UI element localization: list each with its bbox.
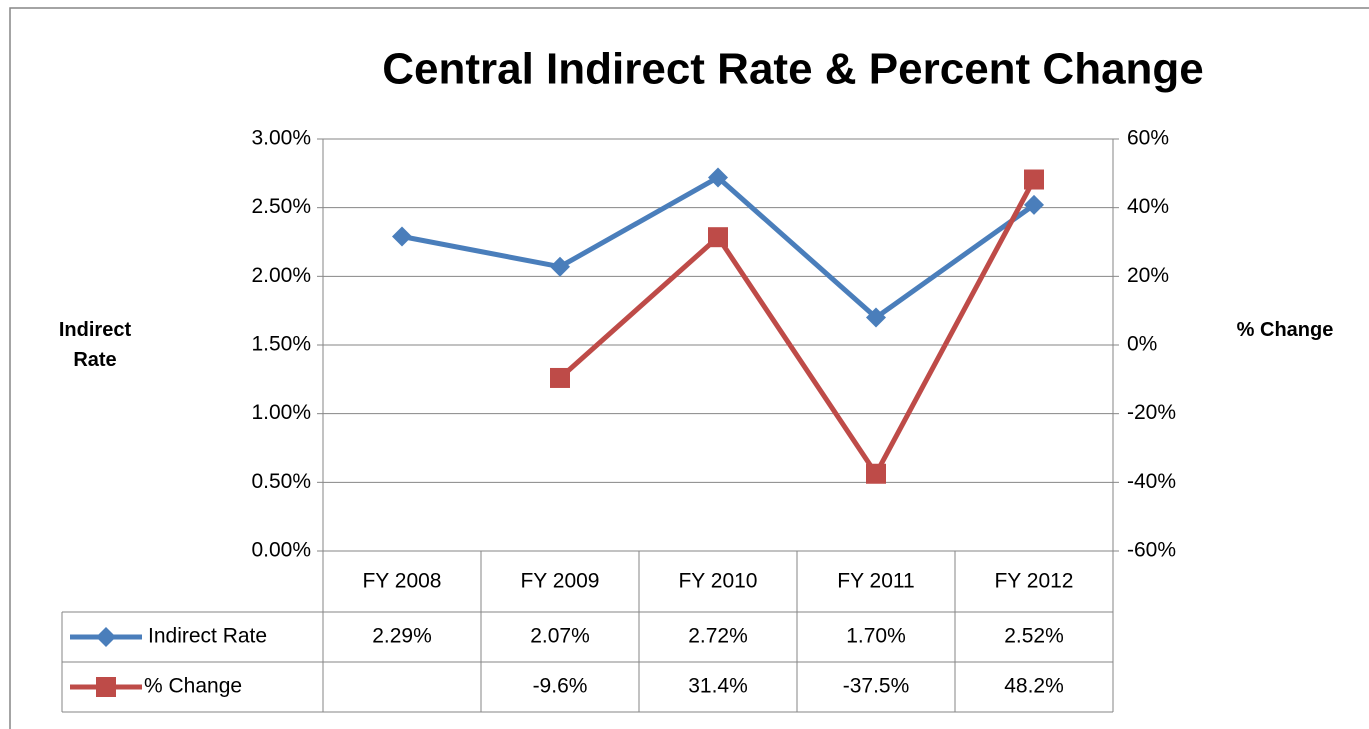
y2-tick-label: -20%: [1127, 401, 1176, 424]
y-tick-label: 0.50%: [251, 470, 311, 493]
y2-tick-label: 40%: [1127, 195, 1169, 218]
data-point: [1024, 169, 1044, 190]
series-line: [401, 174, 1036, 321]
x-tick-label: FY 2012: [994, 570, 1073, 593]
data-point: [550, 367, 570, 388]
y-tick-label: 2.00%: [251, 264, 311, 287]
y2-tick-label: 60%: [1127, 127, 1169, 150]
chart-title: Central Indirect Rate & Percent Change: [382, 45, 1204, 94]
table-value: 2.07%: [530, 625, 590, 648]
data-point: [866, 463, 886, 484]
series-line: [558, 178, 1037, 477]
y2-axis-title: % Change: [1236, 319, 1334, 341]
table-value: -37.5%: [843, 675, 910, 698]
y-tick-label: 0.00%: [251, 539, 311, 562]
data-point: [866, 307, 886, 328]
y-axis-title: Indirect Rate: [58, 319, 132, 371]
y-tick-label: 3.00%: [251, 127, 311, 150]
legend-marker: [96, 677, 116, 697]
table-value: -9.6%: [533, 675, 588, 698]
data-point: [708, 227, 728, 248]
x-tick-label: FY 2011: [837, 570, 914, 593]
table-value: 2.52%: [1004, 625, 1064, 648]
chart-frame: [9, 7, 1369, 729]
legend-marker: [96, 627, 116, 647]
table-value: 1.70%: [846, 625, 906, 648]
data-point: [1024, 194, 1044, 215]
y-tick-label: 2.50%: [251, 195, 311, 218]
x-tick-label: FY 2009: [520, 570, 599, 593]
data-point: [392, 226, 412, 247]
legend-label: % Change: [144, 675, 242, 698]
data-point: [708, 167, 728, 188]
y2-tick-label: 0%: [1127, 333, 1157, 356]
table-value: 2.72%: [688, 625, 748, 648]
y-tick-label: 1.50%: [251, 333, 311, 356]
y-tick-label: 1.00%: [251, 401, 311, 424]
x-tick-label: FY 2010: [678, 570, 757, 593]
legend-label: Indirect Rate: [148, 625, 267, 648]
x-tick-label: FY 2008: [362, 570, 441, 593]
y2-tick-label: 20%: [1127, 264, 1169, 287]
table-value: 2.29%: [372, 625, 432, 648]
y2-tick-label: -40%: [1127, 470, 1176, 493]
table-value: 31.4%: [688, 675, 748, 698]
data-point: [550, 256, 570, 277]
table-value: 48.2%: [1004, 675, 1064, 698]
y2-tick-label: -60%: [1127, 539, 1176, 562]
